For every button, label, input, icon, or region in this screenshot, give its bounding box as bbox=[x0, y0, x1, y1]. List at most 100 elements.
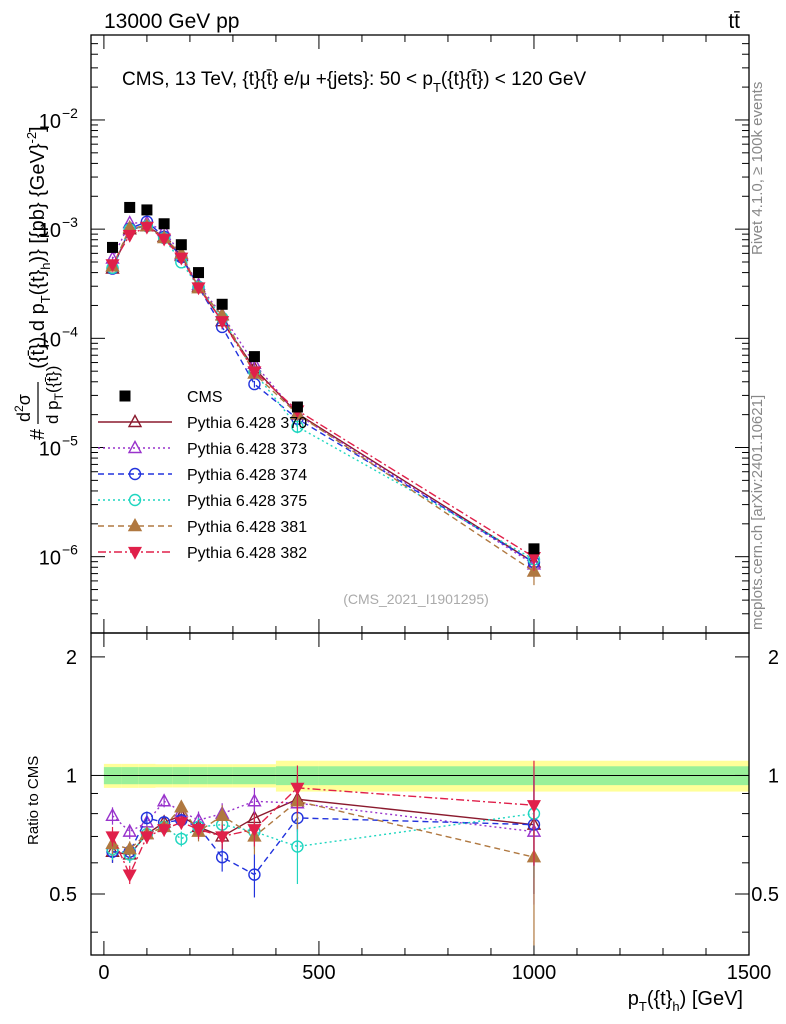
ratio-point bbox=[247, 793, 262, 807]
ratio-point bbox=[214, 807, 230, 821]
data-point bbox=[107, 241, 119, 253]
data-point bbox=[216, 298, 228, 310]
ratio-tick-label-right: 2 bbox=[768, 647, 779, 669]
series-line-3 bbox=[111, 220, 535, 564]
ratio-point bbox=[215, 851, 229, 864]
ratio-panel: 0 500 1000 1500 0.5 0.5 1 1 2 2 bbox=[49, 632, 779, 984]
y-label-num: d bbox=[14, 412, 34, 422]
y-axis-label: #({t̄}) d pT({t}h)} [{pb} {GeV}-2] d2σ d… bbox=[12, 126, 66, 440]
ratio-point bbox=[175, 832, 188, 846]
y-label-den: d p bbox=[43, 400, 62, 424]
chart-title-tail: ({t}{t̄}) < 120 GeV bbox=[441, 69, 587, 90]
chart-title-sub: T bbox=[433, 80, 441, 95]
data-point bbox=[175, 239, 187, 251]
legend-label: Pythia 6.428 375 bbox=[187, 493, 307, 510]
series-line-5 bbox=[111, 225, 535, 573]
y-label-tailsub2: h bbox=[38, 263, 53, 270]
y-label-dentail: ({t̄}) bbox=[43, 366, 62, 393]
x-tick-label: 500 bbox=[302, 962, 335, 984]
x-label-tail: ) [GeV] bbox=[680, 988, 743, 1010]
ratio-point bbox=[215, 831, 230, 845]
ratio-point bbox=[105, 807, 120, 821]
svg-text:d pT({t̄}): d pT({t̄}) bbox=[43, 366, 66, 424]
series-point bbox=[191, 282, 206, 296]
y-tick-exponent: −3 bbox=[62, 214, 78, 230]
chart-title: CMS, 13 TeV, {t}{t̄} e/μ +{jets}: 50 < p… bbox=[122, 69, 586, 95]
series-point bbox=[174, 252, 189, 266]
ratio-line-5 bbox=[112, 800, 535, 858]
x-label-subT: T bbox=[639, 999, 647, 1014]
legend-label: Pythia 6.428 381 bbox=[187, 519, 307, 536]
x-label-subh: h bbox=[672, 999, 679, 1014]
y-label-tailsub: T bbox=[38, 295, 53, 303]
ratio-point bbox=[157, 824, 172, 838]
rivet-label: Rivet 4.1.0, ≥ 100k events bbox=[749, 82, 766, 255]
ratio-point bbox=[174, 817, 189, 831]
y-tick-label: 10 bbox=[39, 220, 61, 242]
ratio-point bbox=[139, 831, 154, 845]
chart-title-main: CMS, 13 TeV, {t}{t̄} e/μ +{jets}: 50 < p bbox=[122, 69, 433, 90]
legend-label-cms: CMS bbox=[187, 389, 223, 406]
series-line-6 bbox=[111, 226, 535, 558]
main-frame bbox=[90, 34, 750, 634]
y-tick-label: 10 bbox=[39, 439, 61, 461]
series-point bbox=[291, 420, 304, 433]
data-point bbox=[193, 267, 205, 279]
y-label-tail3: )} [{pb} {GeV} bbox=[27, 143, 49, 262]
ratio-point bbox=[248, 868, 261, 881]
y-tick-exponent: −6 bbox=[62, 542, 78, 558]
y-label-tail: ({t̄}) d p bbox=[27, 303, 49, 369]
legend-marker bbox=[128, 467, 142, 481]
data-point bbox=[291, 401, 303, 413]
y-label-tailsup: -2 bbox=[24, 132, 39, 144]
data-point bbox=[248, 351, 260, 363]
legend-marker bbox=[127, 546, 143, 560]
legend-marker bbox=[127, 440, 143, 454]
legend-marker bbox=[128, 493, 142, 507]
ratio-point bbox=[156, 793, 172, 807]
ratio-point bbox=[191, 824, 206, 838]
legend-marker bbox=[127, 518, 143, 532]
y-tick-exponent: −2 bbox=[62, 105, 78, 121]
ratio-y-label: Ratio to CMS bbox=[25, 756, 42, 845]
y-label-sup: 2 bbox=[12, 405, 26, 412]
legend-marker-cms bbox=[119, 390, 131, 402]
data-point bbox=[124, 201, 136, 213]
legend-label: Pythia 6.428 382 bbox=[187, 545, 307, 562]
legend: CMS Pythia 6.428 370 Pythia 6.428 373 Pythi… bbox=[98, 389, 307, 562]
ratio-line-2 bbox=[112, 800, 535, 833]
series-point bbox=[247, 366, 262, 380]
svg-text:#({t̄}) d pT({t}h)} [{pb} {GeV: # ({t̄}) d pT({t}h)} [{pb} {GeV}-2] bbox=[24, 126, 53, 440]
ratio-point bbox=[247, 824, 262, 838]
series-point bbox=[122, 229, 137, 243]
x-tick-label: 1000 bbox=[512, 962, 557, 984]
ratio-point bbox=[291, 840, 304, 853]
y-tick-label: 10 bbox=[39, 548, 61, 570]
y-label-tail2: ({t} bbox=[27, 269, 49, 295]
ratio-line-3 bbox=[112, 817, 534, 876]
ratio-point bbox=[122, 823, 137, 837]
data-point bbox=[528, 543, 540, 555]
ratio-tick-label: 1 bbox=[66, 765, 77, 787]
ratio-point bbox=[105, 831, 120, 845]
ratio-point bbox=[122, 841, 137, 855]
analysis-id: (CMS_2021_I1901295) bbox=[343, 591, 489, 607]
x-tick-label: 0 bbox=[98, 962, 109, 984]
mcplots-label: mcplots.cern.ch [arXiv:2401.10621] bbox=[749, 395, 766, 630]
legend-label: Pythia 6.428 374 bbox=[187, 467, 307, 484]
series-line-1 bbox=[111, 225, 535, 564]
y-label-sigma: σ bbox=[14, 394, 34, 405]
y-label-hash: # bbox=[27, 428, 49, 440]
series-line-2 bbox=[111, 222, 535, 566]
legend-label: Pythia 6.428 373 bbox=[187, 441, 307, 458]
ratio-tick-label-right: 0.5 bbox=[751, 884, 779, 906]
ratio-point bbox=[122, 869, 137, 883]
x-label-p: p bbox=[628, 988, 639, 1010]
legend-label: Pythia 6.428 370 bbox=[187, 415, 307, 432]
ratio-line-6 bbox=[111, 787, 535, 877]
energy-label: 13000 GeV pp bbox=[104, 10, 239, 33]
series-line-4 bbox=[111, 225, 535, 561]
series-point bbox=[157, 233, 172, 247]
